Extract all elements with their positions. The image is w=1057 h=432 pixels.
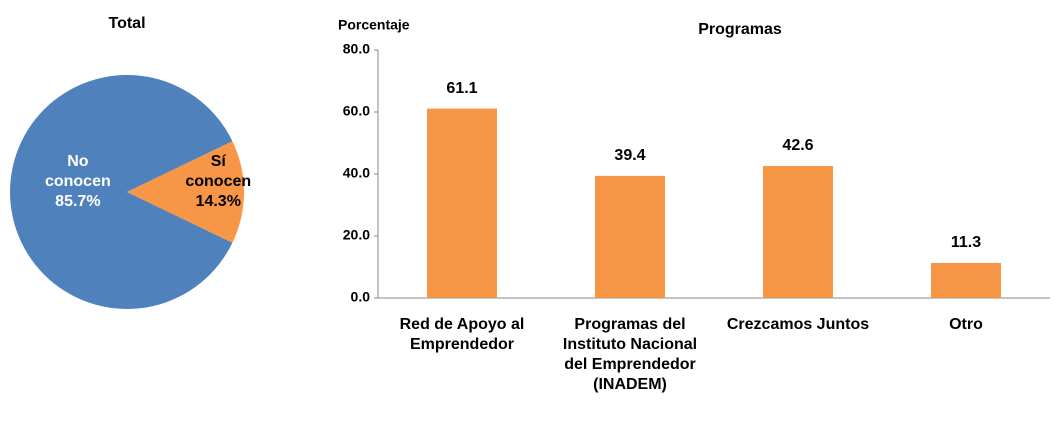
pie-title: Total: [108, 15, 145, 32]
y-tick-label: 20.0: [343, 227, 370, 243]
bar-value-label: 61.1: [446, 80, 477, 97]
pie-label-name: No conocen: [44, 153, 111, 190]
bar: [763, 165, 833, 298]
bar-value-label: 11.3: [951, 234, 981, 251]
x-tick-label: Programas del Instituto Nacional del Emp…: [562, 316, 698, 393]
pie-label-value: 85.7%: [55, 193, 101, 210]
bar: [595, 175, 665, 298]
x-tick-label: Crezcamos Juntos: [726, 316, 870, 333]
x-tick-label: Otro: [949, 316, 983, 333]
pie-label-name: Sí conocen: [185, 153, 252, 190]
y-axis-label: Porcentaje: [338, 17, 410, 33]
pie-label-value: 14.3%: [195, 193, 241, 210]
y-tick-label: 40.0: [343, 165, 370, 181]
pie-slice: [10, 75, 233, 310]
x-tick-label: Red de Apoyo al Emprendedor: [399, 316, 525, 353]
y-tick-label: 80.0: [343, 41, 370, 57]
pie-slice: [127, 141, 245, 243]
bar-value-label: 42.6: [782, 137, 813, 154]
bar: [931, 262, 1001, 298]
y-tick-label: 0.0: [351, 289, 371, 305]
bar-value-label: 39.4: [614, 147, 645, 164]
y-tick-label: 60.0: [343, 103, 370, 119]
chart-title: Programas: [698, 21, 782, 38]
bar: [427, 108, 497, 298]
